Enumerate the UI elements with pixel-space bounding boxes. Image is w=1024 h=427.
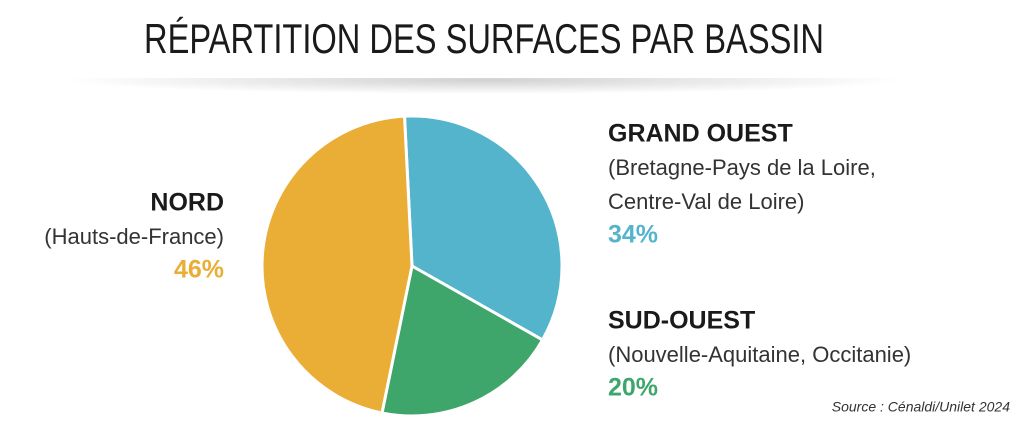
value-label: 20%	[608, 374, 658, 402]
category-label: NORD	[150, 189, 224, 217]
category-detail: (Bretagne-Pays de la Loire,	[608, 155, 876, 180]
category-detail: Centre-Val de Loire)	[608, 189, 804, 214]
title-band	[0, 0, 1024, 78]
value-label: 46%	[174, 256, 224, 284]
category-label: SUD-OUEST	[608, 307, 755, 335]
pie-slice	[260, 114, 414, 415]
pie-slice	[380, 263, 545, 418]
category-label: GRAND OUEST	[608, 120, 793, 148]
category-detail: (Hauts-de-France)	[44, 224, 224, 249]
source: Source : Cénaldi/Unilet 2024	[832, 399, 1010, 415]
value-label: 34%	[608, 221, 658, 249]
category-detail: (Nouvelle-Aquitaine, Occitanie)	[608, 342, 911, 367]
chart-title: RÉPARTITION DES SURFACES PAR BASSIN	[144, 15, 824, 62]
